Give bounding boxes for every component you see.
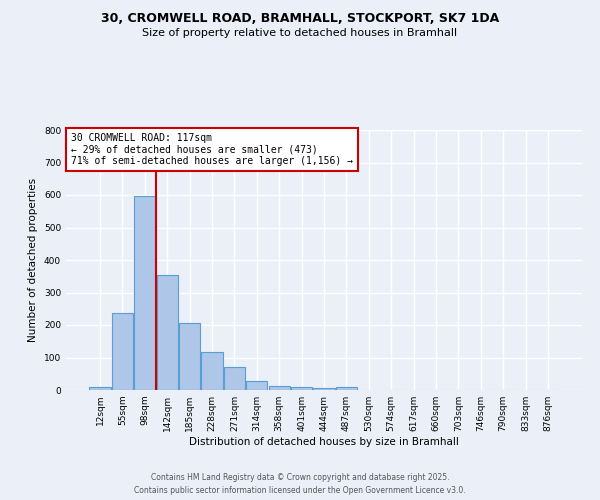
Text: Contains public sector information licensed under the Open Government Licence v3: Contains public sector information licen…	[134, 486, 466, 495]
Bar	[313, 388, 335, 390]
Text: Contains HM Land Registry data © Crown copyright and database right 2025.: Contains HM Land Registry data © Crown c…	[151, 472, 449, 482]
X-axis label: Distribution of detached houses by size in Bramhall: Distribution of detached houses by size …	[189, 437, 459, 447]
Bar	[112, 312, 133, 390]
Bar	[157, 276, 178, 390]
Text: Size of property relative to detached houses in Bramhall: Size of property relative to detached ho…	[142, 28, 458, 38]
Text: 30 CROMWELL ROAD: 117sqm
← 29% of detached houses are smaller (473)
71% of semi-: 30 CROMWELL ROAD: 117sqm ← 29% of detach…	[71, 132, 353, 166]
Bar	[224, 366, 245, 390]
Bar	[291, 387, 312, 390]
Y-axis label: Number of detached properties: Number of detached properties	[28, 178, 38, 342]
Bar	[134, 196, 155, 390]
Text: 30, CROMWELL ROAD, BRAMHALL, STOCKPORT, SK7 1DA: 30, CROMWELL ROAD, BRAMHALL, STOCKPORT, …	[101, 12, 499, 26]
Bar	[202, 352, 223, 390]
Bar	[89, 388, 111, 390]
Bar	[336, 388, 357, 390]
Bar	[179, 324, 200, 390]
Bar	[269, 386, 290, 390]
Bar	[246, 381, 268, 390]
